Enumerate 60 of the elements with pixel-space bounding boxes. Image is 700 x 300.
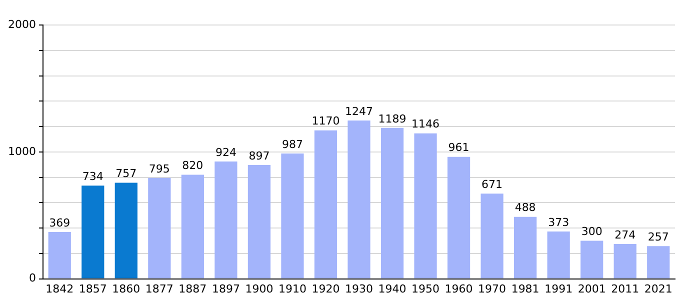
data-label: 961: [448, 141, 470, 154]
data-label: 897: [248, 149, 270, 162]
data-label: 369: [49, 216, 70, 230]
bar: [348, 120, 370, 278]
x-tick-label: 1900: [245, 282, 274, 296]
x-tick-label: 1960: [444, 282, 473, 296]
bar: [514, 216, 537, 278]
bar: [647, 246, 670, 278]
data-label: 924: [215, 146, 236, 159]
bar: [447, 156, 470, 278]
data-label: 820: [182, 159, 204, 172]
x-tick-label: 1877: [145, 282, 174, 296]
bar: [181, 174, 204, 278]
bar: [547, 231, 570, 278]
y-tick-label: 1000: [8, 144, 36, 158]
bar: [580, 240, 604, 278]
x-tick-label: 1860: [112, 282, 140, 296]
x-tick-label: 1842: [46, 282, 74, 296]
x-tick-label: 1930: [344, 282, 373, 296]
data-label: 274: [614, 228, 636, 242]
bar: [414, 133, 437, 278]
x-tick-label: 2001: [578, 282, 606, 296]
bar: [114, 182, 138, 278]
data-label: 734: [82, 170, 104, 184]
data-label: 257: [648, 230, 669, 244]
x-tick-label: 1970: [478, 282, 506, 296]
bar: [48, 232, 71, 278]
bar: [314, 130, 338, 278]
data-label: 757: [116, 167, 137, 180]
bar: [148, 178, 171, 278]
x-tick-label: 1991: [544, 282, 573, 296]
x-tick-label: 2011: [611, 282, 640, 296]
x-tick-label: 1920: [312, 282, 340, 296]
x-tick-label: 1950: [412, 282, 440, 296]
bar: [480, 194, 504, 278]
data-label: 300: [581, 225, 602, 238]
data-label: 987: [282, 138, 303, 151]
y-tick-label: 0: [28, 272, 36, 285]
x-tick-label: 1857: [78, 282, 107, 296]
bar: [281, 154, 304, 278]
data-label: 373: [548, 216, 570, 229]
x-tick-label: 1981: [511, 282, 540, 296]
data-label: 671: [482, 178, 503, 192]
data-label: 1189: [378, 112, 406, 126]
bar: [82, 186, 104, 278]
y-tick-label: 2000: [8, 18, 36, 31]
bar: [380, 128, 404, 278]
data-label: 488: [514, 201, 536, 214]
x-tick-label: 2021: [644, 282, 672, 296]
bar: [614, 244, 636, 278]
bar: [248, 164, 271, 278]
data-label: 1247: [344, 104, 373, 118]
data-label: 1146: [412, 118, 440, 131]
x-tick-label: 1910: [278, 282, 306, 296]
x-tick-label: 1897: [212, 282, 240, 296]
bar: [214, 162, 238, 278]
data-label: 795: [148, 162, 170, 176]
x-tick-label: 1887: [178, 282, 207, 296]
x-tick-label: 1940: [378, 282, 406, 296]
data-label: 1170: [312, 114, 340, 128]
